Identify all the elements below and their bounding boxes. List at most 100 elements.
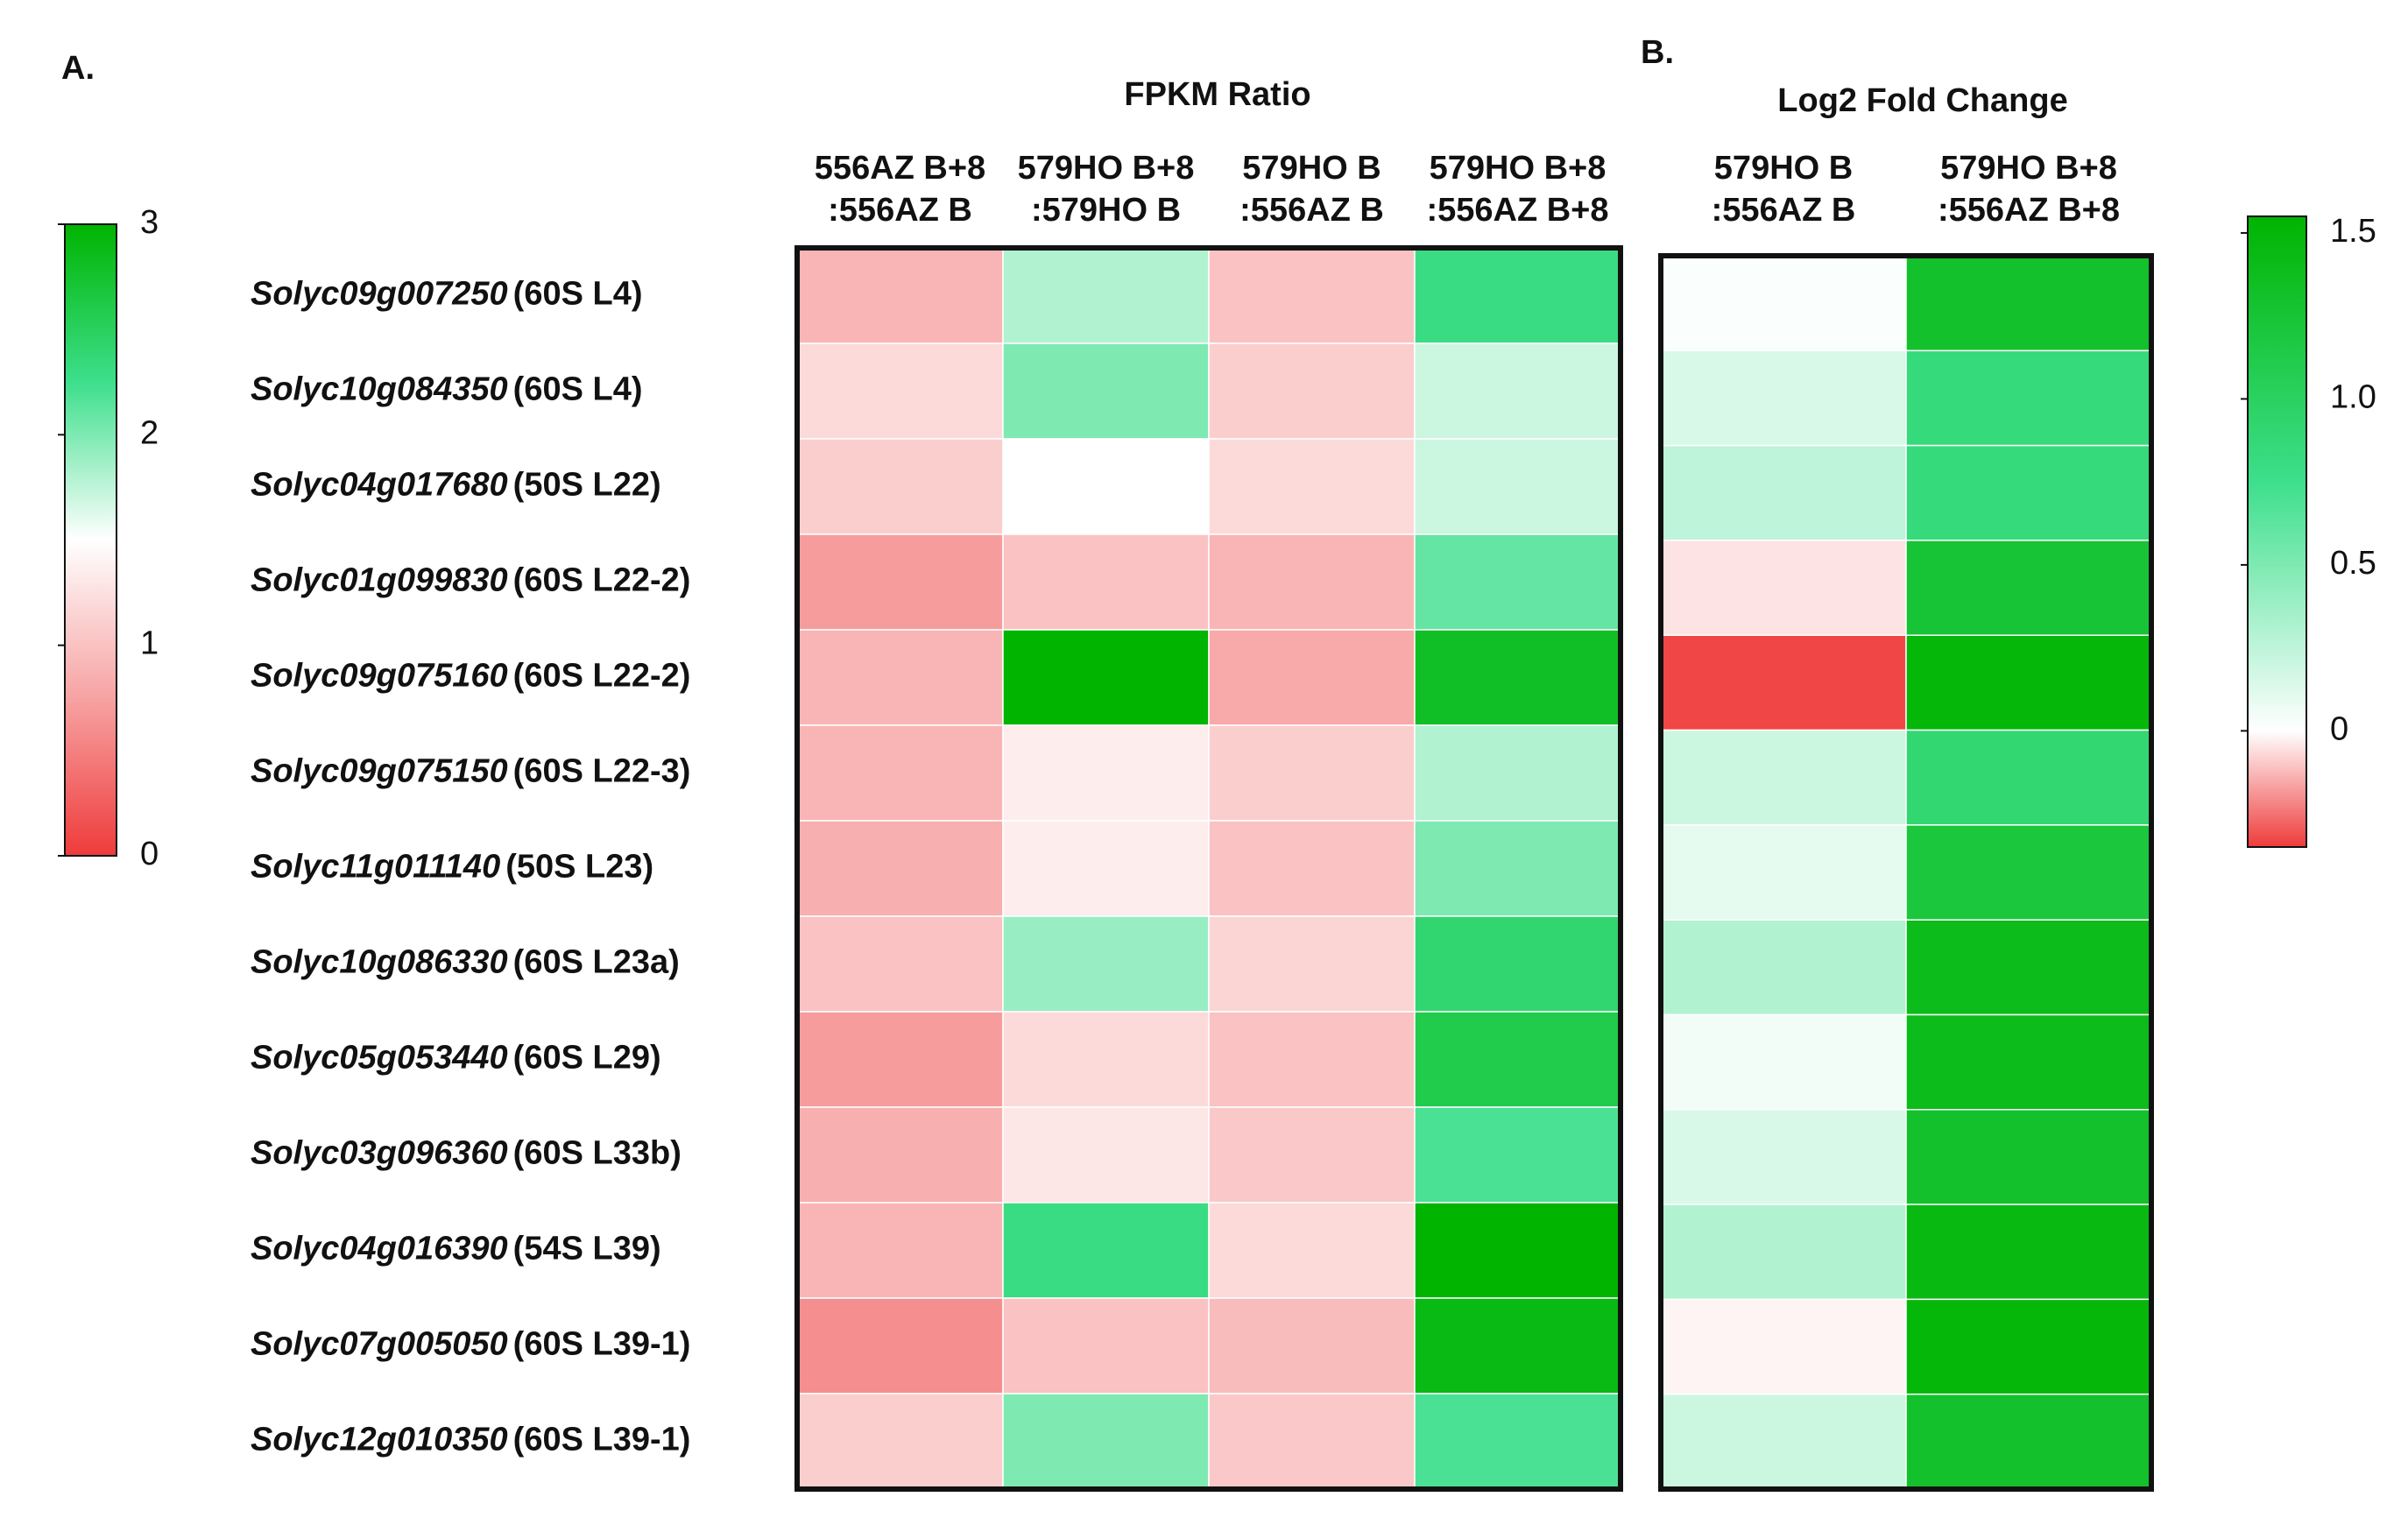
heatmap-cell (796, 915, 1004, 1013)
heatmap-cell (1905, 1109, 2152, 1205)
heatmap-cell (1208, 438, 1416, 535)
gene-name: Solyc10g084350 (251, 371, 508, 408)
heatmap-cell (1905, 255, 2152, 352)
heatmap-cell (1002, 438, 1210, 535)
heatmap-cell (1208, 533, 1416, 631)
heatmap-cell (1660, 634, 1907, 731)
heatmap-cell (1002, 629, 1210, 726)
heatmap-cell (796, 724, 1004, 822)
heatmap-cell (1002, 724, 1210, 822)
heatmap-cell (1414, 247, 1621, 344)
heatmap-cell (1002, 1011, 1210, 1108)
heatmap-cell (1660, 255, 1907, 352)
column-label: 579HO B+8 (1940, 150, 2117, 187)
protein-name: (60S L4) (513, 371, 643, 408)
heatmap-cell (1660, 1109, 1907, 1205)
heatmap-cell (1660, 349, 1907, 447)
panel-label: B. (1641, 34, 1674, 71)
row-label: Solyc04g017680 (50S L22) (251, 467, 661, 504)
heatmap-cell (1208, 629, 1416, 726)
heatmap-cell (1414, 1011, 1621, 1108)
gene-name: Solyc07g005050 (251, 1326, 508, 1363)
heatmap-cell (1660, 729, 1907, 826)
protein-name: (60S L29) (513, 1040, 661, 1077)
heatmap-cell (1414, 915, 1621, 1013)
row-label: Solyc10g084350 (60S L4) (251, 371, 643, 408)
gene-name: Solyc11g011140 (251, 849, 500, 886)
colorbar (2247, 215, 2307, 848)
heatmap-cell (1660, 1393, 1907, 1490)
row-label: Solyc12g010350 (60S L39-1) (251, 1422, 690, 1458)
heatmap-cell (1208, 1202, 1416, 1299)
heatmap-cell (1002, 1106, 1210, 1204)
protein-name: (60S L23a) (513, 944, 680, 981)
heatmap-cell (1414, 1393, 1621, 1490)
heatmap-cell (796, 1393, 1004, 1490)
colorbar-tick-label: 1.5 (2330, 213, 2376, 250)
heatmap-cell (1414, 820, 1621, 917)
column-label: :556AZ B+8 (1426, 192, 1608, 229)
heatmap-cell (1905, 824, 2152, 921)
heatmap-cell (1905, 1013, 2152, 1111)
column-label: :556AZ B (1712, 192, 1856, 229)
heatmap-cell (1414, 438, 1621, 535)
heatmap-cell (1208, 342, 1416, 440)
heatmap-cell (1905, 349, 2152, 447)
row-label: Solyc01g099830 (60S L22-2) (251, 562, 690, 599)
heatmap-cell (1905, 444, 2152, 541)
heatmap-cell (1208, 1011, 1416, 1108)
gene-name: Solyc09g007250 (251, 276, 508, 313)
heatmap-cell (1660, 444, 1907, 541)
heatmap-cell (1208, 724, 1416, 822)
heatmap-cell (796, 438, 1004, 535)
heatmap-cell (1002, 1202, 1210, 1299)
column-label: 579HO B (1242, 150, 1381, 187)
protein-name: (50S L22) (513, 467, 661, 504)
colorbar-tick-label: 2 (140, 414, 159, 451)
colorbar (64, 223, 117, 857)
row-label: Solyc09g075150 (60S L22-3) (251, 753, 690, 790)
column-label: 556AZ B+8 (815, 150, 985, 187)
gene-name: Solyc01g099830 (251, 562, 508, 599)
heatmap-cell (1660, 1013, 1907, 1111)
column-label: 579HO B (1714, 150, 1853, 187)
chart-title: FPKM Ratio (1124, 76, 1310, 113)
protein-name: (54S L39) (513, 1231, 661, 1267)
heatmap-cell (1414, 1202, 1621, 1299)
protein-name: (50S L23) (505, 849, 653, 886)
heatmap-cell (1208, 1393, 1416, 1490)
gene-name: Solyc04g017680 (251, 467, 508, 504)
row-label: Solyc09g007250 (60S L4) (251, 276, 643, 313)
gene-name: Solyc09g075160 (251, 658, 508, 695)
heatmap-cell (796, 247, 1004, 344)
heatmap-cell (796, 1106, 1004, 1204)
column-label: :556AZ B+8 (1938, 192, 2120, 229)
row-label: Solyc07g005050 (60S L39-1) (251, 1326, 690, 1363)
protein-name: (60S L39-1) (513, 1422, 691, 1458)
heatmap-cell (796, 342, 1004, 440)
heatmap-cell (1208, 820, 1416, 917)
heatmap-cell (1208, 1297, 1416, 1394)
heatmap-cell (1660, 540, 1907, 636)
colorbar-tick-label: 3 (140, 204, 159, 241)
heatmap-cell (1002, 915, 1210, 1013)
heatmap-cell (1660, 824, 1907, 921)
heatmap-cell (1002, 820, 1210, 917)
heatmap-cell (1660, 1298, 1907, 1395)
heatmap-cell (1414, 533, 1621, 631)
heatmap-cell (796, 533, 1004, 631)
column-label: :579HO B (1031, 192, 1181, 229)
heatmap-cell (1905, 1393, 2152, 1490)
heatmap-border (1658, 253, 2154, 1492)
heatmap-cell (796, 1011, 1004, 1108)
colorbar-tick-label: 0 (2330, 710, 2348, 747)
heatmap-cell (1905, 729, 2152, 826)
gene-name: Solyc03g096360 (251, 1135, 508, 1172)
panel-label: A. (61, 50, 95, 87)
heatmap-cell (1414, 1297, 1621, 1394)
heatmap-cell (796, 1202, 1004, 1299)
heatmap-cell (1002, 342, 1210, 440)
row-label: Solyc09g075160 (60S L22-2) (251, 658, 690, 695)
gene-name: Solyc05g053440 (251, 1040, 508, 1077)
